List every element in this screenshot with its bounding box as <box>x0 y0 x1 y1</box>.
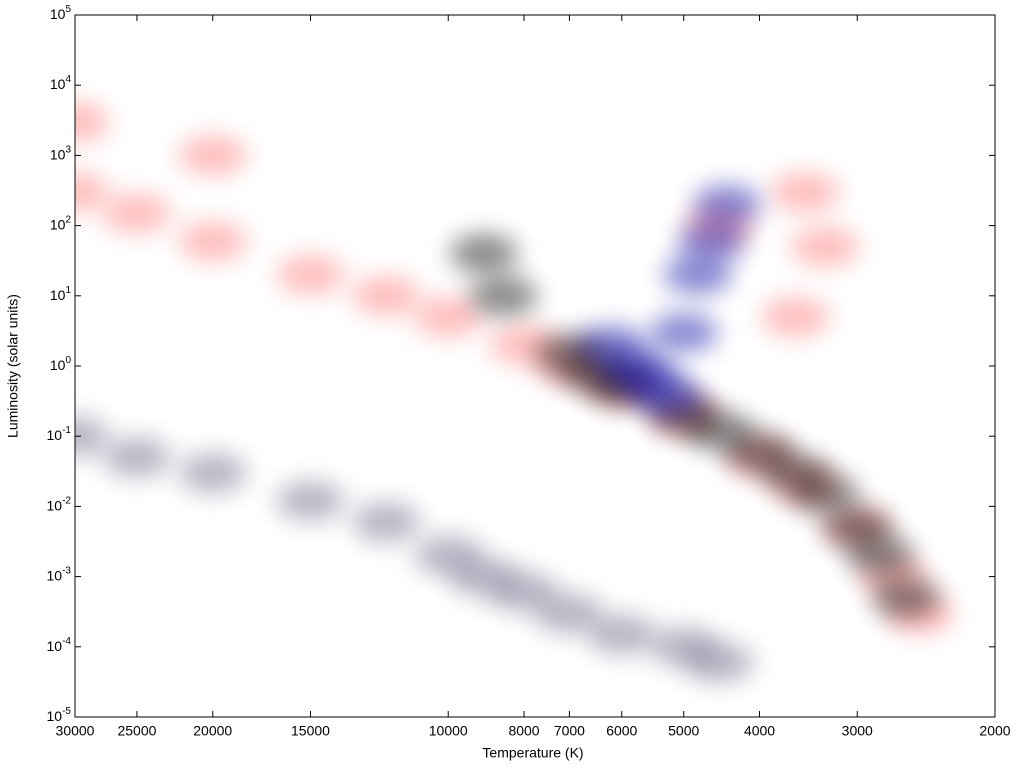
density-blob <box>685 642 754 683</box>
y-tick-label: 10-5 <box>47 706 72 724</box>
density-blob <box>663 254 732 295</box>
density-blob <box>636 378 705 419</box>
density-blob <box>761 296 830 337</box>
density-blob <box>75 416 109 457</box>
density-blob <box>790 226 859 267</box>
density-blob <box>649 312 718 353</box>
density-blob <box>469 275 538 316</box>
x-tick-label: 7000 <box>554 723 585 739</box>
x-tick-label: 4000 <box>744 723 775 739</box>
density-blob <box>178 135 247 176</box>
y-axis-label: Luminosity (solar units) <box>5 294 21 438</box>
y-tick-label: 10-3 <box>47 565 72 583</box>
y-tick-label: 101 <box>50 284 72 302</box>
density-blob <box>587 614 656 655</box>
density-blob <box>678 221 747 262</box>
density-blob <box>352 501 421 542</box>
density-blob <box>846 535 915 576</box>
y-tick-label: 10-4 <box>47 635 72 653</box>
x-tick-label: 5000 <box>668 723 699 739</box>
y-tick-label: 102 <box>50 214 72 232</box>
x-tick-label: 6000 <box>606 723 637 739</box>
density-blob <box>490 572 559 613</box>
x-tick-label: 20000 <box>193 723 232 739</box>
density-blob <box>178 452 247 493</box>
y-tick-label: 10-2 <box>47 495 72 513</box>
density-blob <box>414 296 483 337</box>
y-tick-label: 105 <box>50 4 72 22</box>
density-layer <box>75 101 954 683</box>
x-axis-label: Temperature (K) <box>482 745 583 761</box>
density-blob <box>102 193 171 234</box>
density-blob <box>178 221 247 262</box>
x-tick-label: 15000 <box>291 723 330 739</box>
density-blob <box>352 275 421 316</box>
density-blob <box>75 172 109 213</box>
x-tick-label: 10000 <box>429 723 468 739</box>
density-blob <box>871 577 940 618</box>
density-blob <box>535 593 604 634</box>
x-tick-label: 3000 <box>842 723 873 739</box>
y-tick-label: 100 <box>50 355 72 373</box>
x-tick-label: 8000 <box>508 723 539 739</box>
density-blob <box>693 184 762 225</box>
x-tick-label: 30000 <box>56 723 95 739</box>
y-tick-label: 10-1 <box>47 425 72 443</box>
density-blob <box>276 254 345 295</box>
y-tick-label: 103 <box>50 144 72 162</box>
plot-frame <box>74 14 996 718</box>
x-tick-label: 2000 <box>979 723 1010 739</box>
density-blob <box>276 480 345 521</box>
density-blob <box>450 233 519 274</box>
density-blob <box>770 172 839 213</box>
density-blob <box>102 437 171 478</box>
density-blob <box>790 474 859 515</box>
y-tick-label: 104 <box>50 74 72 92</box>
density-blob <box>75 101 109 142</box>
x-tick-label: 25000 <box>117 723 156 739</box>
